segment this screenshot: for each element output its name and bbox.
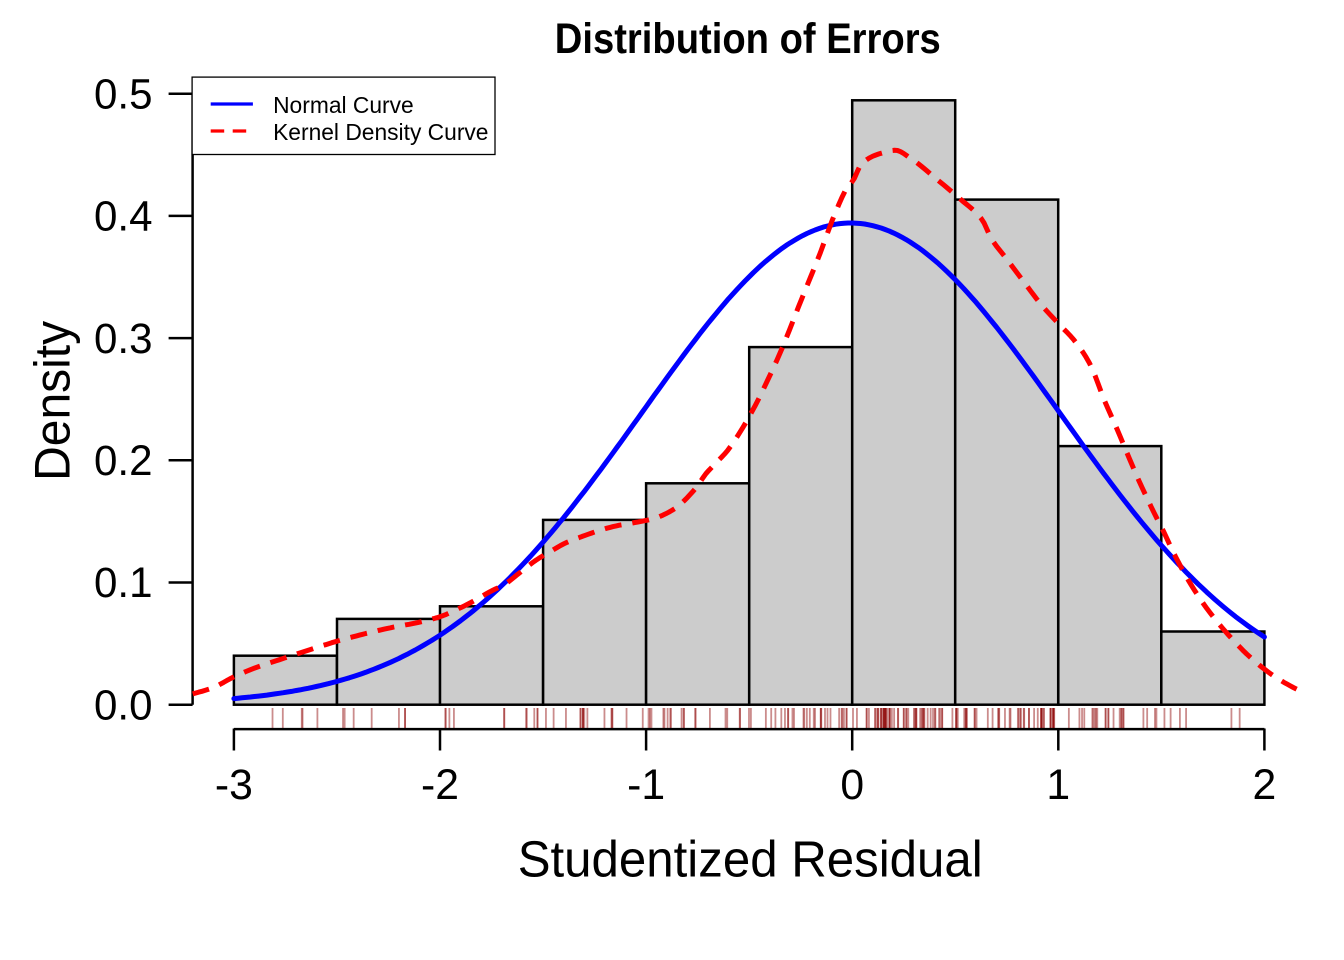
svg-text:0.0: 0.0 — [94, 681, 153, 729]
svg-text:-2: -2 — [421, 761, 459, 809]
svg-text:Distribution of Errors: Distribution of Errors — [555, 15, 941, 62]
svg-text:1: 1 — [1046, 761, 1070, 809]
svg-text:Normal Curve: Normal Curve — [273, 92, 414, 118]
svg-text:-1: -1 — [627, 761, 665, 809]
svg-text:0.5: 0.5 — [94, 70, 153, 118]
svg-text:Studentized Residual: Studentized Residual — [518, 831, 983, 888]
svg-text:-3: -3 — [215, 761, 253, 809]
svg-text:0.3: 0.3 — [94, 315, 153, 363]
svg-text:0: 0 — [840, 761, 864, 809]
svg-text:2: 2 — [1253, 761, 1277, 809]
svg-text:0.4: 0.4 — [94, 193, 153, 241]
svg-text:0.1: 0.1 — [94, 559, 153, 607]
svg-text:Density: Density — [24, 320, 81, 481]
svg-text:Kernel Density Curve: Kernel Density Curve — [273, 119, 488, 145]
svg-text:0.2: 0.2 — [94, 437, 153, 485]
